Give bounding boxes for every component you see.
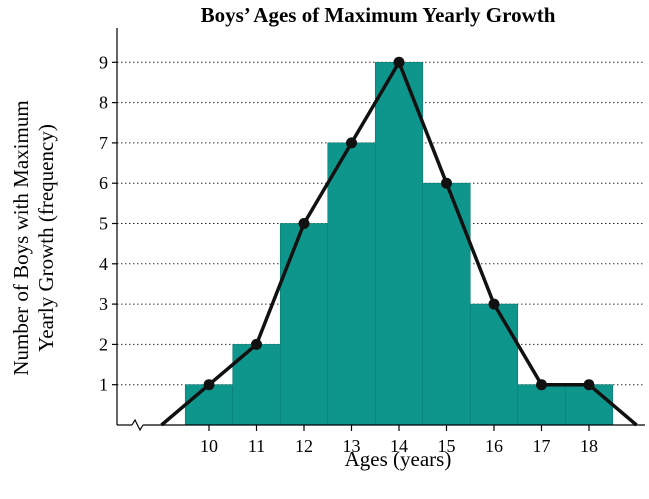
polygon-point-15 bbox=[441, 177, 452, 189]
x-tick-label-15: 15 bbox=[438, 436, 456, 456]
axis-break-mark bbox=[131, 418, 144, 432]
bar-13 bbox=[327, 142, 376, 426]
bar-10 bbox=[184, 384, 234, 426]
y-tick-label-6: 6 bbox=[99, 173, 108, 193]
axes bbox=[112, 28, 645, 432]
x-tick-label-10: 10 bbox=[200, 436, 218, 456]
x-tick-label-13: 13 bbox=[343, 436, 361, 456]
bar-12 bbox=[279, 223, 329, 426]
polygon-point-16 bbox=[488, 298, 500, 310]
bar-18 bbox=[564, 384, 614, 426]
x-tick-label-11: 11 bbox=[248, 436, 265, 456]
bar-16 bbox=[469, 303, 519, 426]
bar-17 bbox=[517, 384, 566, 426]
bar-15 bbox=[422, 182, 471, 426]
x-tick-label-14: 14 bbox=[390, 436, 408, 456]
y-tick-label-2: 2 bbox=[99, 334, 108, 354]
x-tick-label-16: 16 bbox=[485, 436, 503, 456]
x-tick-label-18: 18 bbox=[580, 436, 598, 456]
frequency-polygon bbox=[160, 56, 638, 427]
y-tick-label-3: 3 bbox=[99, 294, 108, 314]
y-axis-label-line-1: Number of Boys with Maximum bbox=[9, 100, 33, 375]
polygon-point-10 bbox=[203, 379, 215, 391]
x-axis-label: Ages (years) bbox=[345, 447, 452, 471]
polygon-point-18 bbox=[583, 379, 595, 391]
y-tick-label-8: 8 bbox=[99, 93, 108, 113]
polygon-point-12 bbox=[298, 218, 310, 229]
y-tick-label-5: 5 bbox=[99, 214, 108, 234]
bar-14 bbox=[374, 61, 424, 426]
polygon-point-14 bbox=[393, 56, 405, 68]
x-tick-label-17: 17 bbox=[533, 436, 551, 456]
chart-title: Boys’ Ages of Maximum Yearly Growth bbox=[201, 3, 556, 27]
y-tick-label-4: 4 bbox=[99, 254, 108, 274]
y-axis-label: Number of Boys with Maximum Yearly Growt… bbox=[9, 100, 58, 375]
polygon-point-11 bbox=[251, 338, 262, 350]
polygon-point-13 bbox=[346, 137, 357, 149]
x-tick-labels: 10 11 12 13 14 15 16 17 18 bbox=[200, 436, 598, 456]
y-tick-label-1: 1 bbox=[99, 375, 108, 395]
y-tick-label-7: 7 bbox=[99, 133, 108, 153]
x-tick-label-12: 12 bbox=[295, 436, 313, 456]
y-tick-labels: 1 2 3 4 5 6 7 8 9 bbox=[99, 52, 108, 394]
bars bbox=[184, 61, 614, 426]
polygon-point-17 bbox=[536, 379, 547, 391]
y-tick-label-9: 9 bbox=[99, 52, 108, 72]
y-axis-label-line-2: Yearly Growth (frequency) bbox=[34, 124, 58, 352]
